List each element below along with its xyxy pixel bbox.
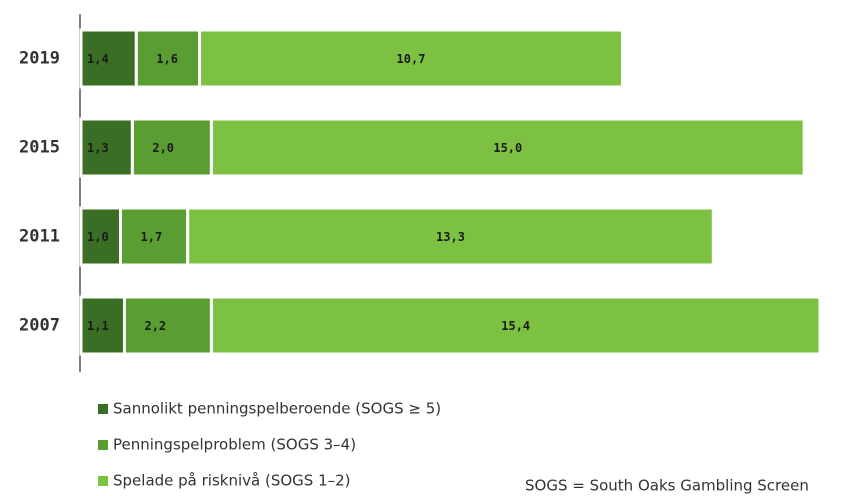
- bar-segment: [209, 117, 806, 178]
- legend-label: Penningspelproblem (SOGS 3–4): [113, 436, 356, 454]
- annotation: SOGS = South Oaks Gambling Screen: [525, 477, 809, 495]
- legend-label: Spelade på risknivå (SOGS 1–2): [113, 472, 351, 490]
- data-label: 1,6: [156, 52, 178, 66]
- bar-segment: [186, 206, 715, 267]
- bar-segment: [134, 28, 202, 89]
- legend-swatch: [98, 404, 108, 414]
- data-label: 10,7: [397, 52, 426, 66]
- data-label: 1,4: [87, 52, 109, 66]
- data-label: 13,3: [436, 230, 465, 244]
- y-tick-label: 2015: [19, 138, 60, 158]
- data-label: 2,0: [152, 141, 174, 155]
- bar-segment: [198, 28, 624, 89]
- data-label: 15,4: [501, 319, 530, 333]
- bar-segment: [209, 295, 822, 356]
- y-tick-label: 2011: [19, 227, 60, 247]
- y-tick-label: 2019: [19, 49, 60, 69]
- legend-swatch: [98, 476, 108, 486]
- data-label: 1,3: [87, 141, 109, 155]
- data-label: 1,1: [87, 319, 109, 333]
- legend-swatch: [98, 440, 108, 450]
- bar-segment: [122, 295, 213, 356]
- data-label: 15,0: [493, 141, 522, 155]
- data-label: 1,7: [141, 230, 163, 244]
- y-tick-label: 2007: [19, 316, 60, 336]
- data-label: 2,2: [144, 319, 166, 333]
- data-label: 1,0: [87, 230, 109, 244]
- legend-label: Sannolikt penningspelberoende (SOGS ≥ 5): [113, 400, 441, 418]
